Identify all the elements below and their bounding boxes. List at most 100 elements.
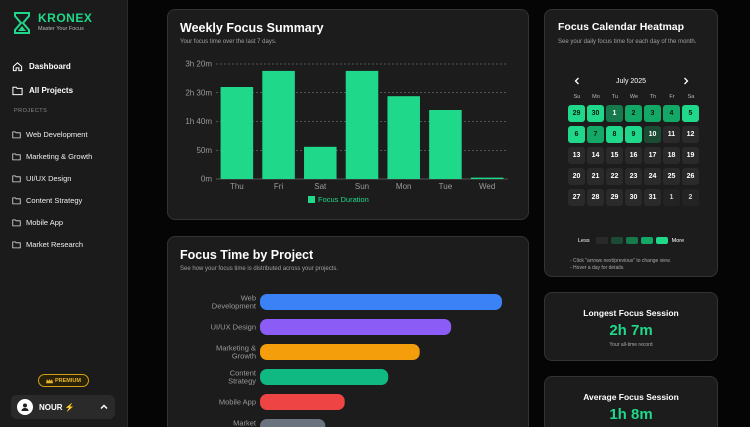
heatmap-day[interactable]: 16: [625, 147, 642, 164]
bar-marketing-growth[interactable]: [260, 344, 420, 360]
sidebar-item-marketing-growth[interactable]: Marketing & Growth: [12, 145, 124, 167]
heatmap-day[interactable]: 4: [663, 105, 680, 122]
nav-item-all-projects[interactable]: All Projects: [12, 78, 122, 102]
sidebar-item-content-strategy[interactable]: Content Strategy: [12, 189, 124, 211]
heatmap-day[interactable]: 9: [625, 126, 642, 143]
heatmap-day[interactable]: 26: [682, 168, 699, 185]
bar-sat[interactable]: [304, 146, 337, 179]
weekday-label: Th: [649, 94, 657, 100]
heatmap-day[interactable]: 25: [663, 168, 680, 185]
sidebar-item-market-research[interactable]: Market Research: [12, 233, 124, 255]
user-menu[interactable]: NOUR ⚡: [11, 395, 115, 419]
chevron-right-icon[interactable]: [681, 76, 691, 86]
bar-thu[interactable]: [220, 87, 254, 179]
heatmap-day[interactable]: 19: [682, 147, 699, 164]
bar-web-development[interactable]: [260, 294, 502, 310]
heatmap-day[interactable]: 8: [606, 126, 623, 143]
heatmap-day[interactable]: 30: [625, 189, 642, 206]
heatmap-day[interactable]: 28: [587, 189, 604, 206]
heatmap-day[interactable]: 18: [663, 147, 680, 164]
y-tick-label: 50m: [196, 146, 212, 155]
weekday-label: Fr: [669, 94, 675, 100]
bar-fri[interactable]: [262, 70, 295, 179]
heatmap-day[interactable]: 12: [682, 126, 699, 143]
card-title: Focus Calendar Heatmap: [558, 21, 685, 33]
heatmap-card: Focus Calendar Heatmap See your daily fo…: [544, 9, 718, 277]
x-tick-label: Sun: [355, 182, 369, 191]
avatar: [17, 399, 33, 415]
card-subtitle: See how your focus time is distributed a…: [180, 266, 339, 272]
bar-mon[interactable]: [387, 96, 420, 179]
y-tick-label: 0m: [201, 175, 212, 184]
x-tick-label: Sat: [314, 182, 327, 191]
heatmap-day[interactable]: 21: [587, 168, 604, 185]
bar-mobile-app[interactable]: [260, 394, 345, 410]
chevron-up-icon: [100, 404, 108, 410]
bar-market-research[interactable]: [260, 419, 326, 427]
legend-swatch: [610, 237, 623, 244]
heatmap-day[interactable]: 20: [568, 168, 585, 185]
heatmap-day[interactable]: 1: [606, 105, 623, 122]
heatmap-day[interactable]: 29: [606, 189, 623, 206]
heatmap-day[interactable]: 2: [682, 189, 699, 206]
brand-logo[interactable]: KRONEX Master Your Focus: [14, 12, 92, 34]
chevron-left-icon[interactable]: [572, 76, 582, 86]
sidebar-item-ui-ux-design[interactable]: UI/UX Design: [12, 167, 124, 189]
heatmap-day[interactable]: 5: [682, 105, 699, 122]
bar-sun[interactable]: [345, 70, 379, 179]
hourglass-icon: [14, 12, 30, 34]
stat-value: 1h 8m: [609, 406, 653, 423]
heatmap-day[interactable]: 24: [644, 168, 661, 185]
sidebar-item-mobile-app[interactable]: Mobile App: [12, 211, 124, 233]
folder-icon: [12, 152, 21, 160]
heatmap-day[interactable]: 11: [663, 126, 680, 143]
bar-ui-ux-design[interactable]: [260, 319, 452, 335]
heatmap-day[interactable]: 1: [663, 189, 680, 206]
heatmap-day[interactable]: 6: [568, 126, 585, 143]
heatmap-day[interactable]: 27: [568, 189, 585, 206]
heatmap-day[interactable]: 15: [606, 147, 623, 164]
heatmap-day[interactable]: 23: [625, 168, 642, 185]
heatmap-day[interactable]: 13: [568, 147, 585, 164]
sidebar-item-web-development[interactable]: Web Development: [12, 123, 124, 145]
category-label: Mobile App: [219, 398, 256, 407]
heatmap-day[interactable]: 30: [587, 105, 604, 122]
heatmap-legend: Less More: [578, 237, 684, 244]
nav-label: Dashboard: [29, 61, 71, 71]
weekday-label: Su: [573, 94, 581, 100]
heatmap-day[interactable]: 22: [606, 168, 623, 185]
weekday-label: Tu: [611, 94, 619, 100]
heatmap-day[interactable]: 10: [644, 126, 661, 143]
card-title: Focus Time by Project: [180, 248, 314, 262]
y-tick-label: 3h 20m: [185, 60, 212, 69]
folder-icon: [12, 196, 21, 204]
heatmap-day[interactable]: 17: [644, 147, 661, 164]
heatmap-day[interactable]: 14: [587, 147, 604, 164]
heatmap-day[interactable]: 3: [644, 105, 661, 122]
project-bar-chart: Web Development UI/UX Design Marketing & Gro…: [211, 294, 502, 427]
heatmap-month-label: July 2025: [616, 78, 646, 85]
premium-badge[interactable]: PREMIUM: [38, 374, 89, 387]
legend-swatch: [595, 237, 608, 244]
weekday-label: We: [629, 94, 639, 100]
heatmap-notes: - Click "arrows next/previous" to change…: [570, 258, 671, 272]
heatmap-day[interactable]: 7: [587, 126, 604, 143]
heatmap-day[interactable]: 31: [644, 189, 661, 206]
folder-icon: [12, 218, 21, 226]
heatmap-day[interactable]: 29: [568, 105, 585, 122]
nav-label: All Projects: [29, 85, 74, 95]
category-label: UI/UX Design: [211, 323, 256, 332]
bar-tue[interactable]: [429, 110, 462, 179]
projects-section-label: PROJECTS: [14, 108, 48, 114]
category-label: Web Development: [212, 294, 257, 311]
bar-wed[interactable]: [470, 177, 504, 179]
chart-legend[interactable]: Focus Duration: [308, 195, 369, 204]
user-icon: [21, 403, 29, 411]
category-label: Marketing & Growth: [216, 344, 256, 361]
average-session-card: Average Focus Session 1h 8m: [544, 376, 718, 427]
bar-content-strategy[interactable]: [260, 369, 389, 385]
weekday-header: Su Mo Tu We Th Fr Sa: [568, 94, 698, 100]
nav-item-dashboard[interactable]: Dashboard: [12, 54, 122, 78]
heatmap-day[interactable]: 2: [625, 105, 642, 122]
